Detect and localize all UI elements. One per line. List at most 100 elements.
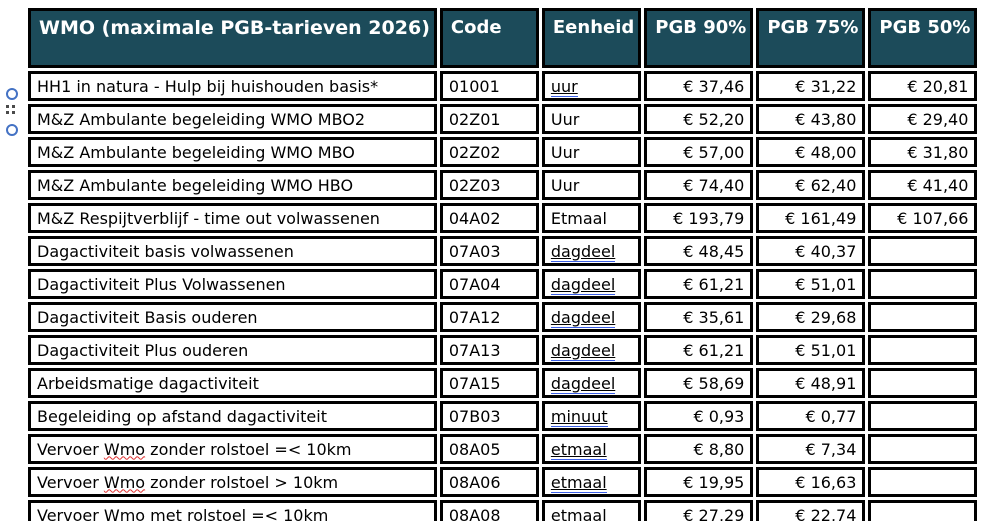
service-cell: Vervoer Wmo met rolstoel =< 10km [28,500,437,521]
unit-label: minuut [550,406,608,428]
pgb90-cell: € 8,80 [644,434,754,464]
unit-cell: Uur [541,104,642,134]
pgb90-cell: € 35,61 [644,302,754,332]
service-cell: Dagactiviteit basis volwassenen [28,236,437,266]
pgb90-cell: € 61,21 [644,335,754,365]
header-pgb75: PGB 75% [756,8,866,68]
spellcheck-marked-word: Wmo [103,505,146,521]
pgb75-cell: € 48,91 [756,368,866,398]
pgb50-cell: € 31,80 [868,137,978,167]
service-cell: Arbeidsmatige dagactiviteit [28,368,437,398]
header-pgb50: PGB 50% [868,8,978,68]
unit-label: dagdeel [550,373,616,395]
table-row: M&Z Respijtverblijf - time out volwassen… [28,203,978,233]
unit-label: Uur [550,175,580,195]
code-cell: 07A03 [439,236,539,266]
unit-cell: dagdeel [541,269,642,299]
pgb50-cell [868,368,978,398]
pgb90-cell: € 58,69 [644,368,754,398]
pgb50-cell [868,236,978,266]
unit-cell: dagdeel [541,335,642,365]
code-cell: 07A15 [439,368,539,398]
table-row: Vervoer Wmo met rolstoel =< 10km 08A08 e… [28,500,978,521]
service-cell: M&Z Respijtverblijf - time out volwassen… [28,203,437,233]
table-row: Arbeidsmatige dagactiviteit 07A15 dagdee… [28,368,978,398]
pgb75-cell: € 7,34 [756,434,866,464]
pgb75-cell: € 43,80 [756,104,866,134]
table-row: HH1 in natura - Hulp bij huishouden basi… [28,71,978,101]
pgb75-cell: € 29,68 [756,302,866,332]
header-title: WMO (maximale PGB-tarieven 2026) [28,8,437,68]
pgb75-cell: € 40,37 [756,236,866,266]
pgb90-cell: € 27,29 [644,500,754,521]
pgb50-cell [868,302,978,332]
code-cell: 02Z01 [439,104,539,134]
unit-cell: minuut [541,401,642,431]
pgb90-cell: € 19,95 [644,467,754,497]
unit-cell: uur [541,71,642,101]
code-cell: 07B03 [439,401,539,431]
unit-label: etmaal [550,439,607,461]
table-row: M&Z Ambulante begeleiding WMO HBO 02Z03 … [28,170,978,200]
service-cell: Begeleiding op afstand dagactiviteit [28,401,437,431]
unit-label: uur [550,76,578,98]
table-row: Dagactiviteit Plus ouderen 07A13 dagdeel… [28,335,978,365]
table-row: Dagactiviteit Plus Volwassenen 07A04 dag… [28,269,978,299]
code-cell: 08A06 [439,467,539,497]
unit-label: Uur [550,142,580,162]
code-cell: 08A05 [439,434,539,464]
code-cell: 08A08 [439,500,539,521]
drag-dots-icon[interactable] [6,105,17,116]
service-cell: M&Z Ambulante begeleiding WMO MBO2 [28,104,437,134]
service-text: Vervoer [37,505,104,521]
pgb50-cell [868,269,978,299]
service-text: Vervoer [37,439,104,459]
unit-cell: Uur [541,137,642,167]
code-cell: 07A04 [439,269,539,299]
table-row: M&Z Ambulante begeleiding WMO MBO 02Z02 … [28,137,978,167]
service-cell: HH1 in natura - Hulp bij huishouden basi… [28,71,437,101]
unit-cell: Uur [541,170,642,200]
unit-label: dagdeel [550,241,616,263]
pgb75-cell: € 22,74 [756,500,866,521]
unit-cell: dagdeel [541,368,642,398]
header-code: Code [439,8,539,68]
table-row: Begeleiding op afstand dagactiviteit 07B… [28,401,978,431]
pgb90-cell: € 0,93 [644,401,754,431]
code-cell: 07A13 [439,335,539,365]
pgb75-cell: € 0,77 [756,401,866,431]
table-row: Dagactiviteit basis volwassenen 07A03 da… [28,236,978,266]
tariff-table: WMO (maximale PGB-tarieven 2026) Code Ee… [25,5,980,521]
pgb90-cell: € 61,21 [644,269,754,299]
service-cell: M&Z Ambulante begeleiding WMO HBO [28,170,437,200]
unit-cell: etmaal [541,434,642,464]
code-cell: 02Z03 [439,170,539,200]
pgb75-cell: € 161,49 [756,203,866,233]
service-text: Vervoer [37,472,104,492]
unit-label: dagdeel [550,340,616,362]
anchor-circle-top-icon[interactable] [6,88,18,100]
anchor-circle-bottom-icon[interactable] [6,124,18,136]
unit-cell: etmaal [541,500,642,521]
pgb75-cell: € 62,40 [756,170,866,200]
pgb75-cell: € 16,63 [756,467,866,497]
table-row: Dagactiviteit Basis ouderen 07A12 dagdee… [28,302,978,332]
pgb90-cell: € 48,45 [644,236,754,266]
unit-label: Etmaal [550,208,607,228]
service-cell: M&Z Ambulante begeleiding WMO MBO [28,137,437,167]
table-row: Vervoer Wmo zonder rolstoel > 10km 08A06… [28,467,978,497]
pgb75-cell: € 31,22 [756,71,866,101]
pgb90-cell: € 57,00 [644,137,754,167]
service-cell: Dagactiviteit Basis ouderen [28,302,437,332]
pgb50-cell [868,500,978,521]
pgb90-cell: € 74,40 [644,170,754,200]
unit-cell: etmaal [541,467,642,497]
table-row: M&Z Ambulante begeleiding WMO MBO2 02Z01… [28,104,978,134]
pgb90-cell: € 37,46 [644,71,754,101]
unit-cell: Etmaal [541,203,642,233]
code-cell: 02Z02 [439,137,539,167]
unit-label: dagdeel [550,307,616,329]
unit-label: etmaal [550,472,607,494]
header-pgb90: PGB 90% [644,8,754,68]
pgb50-cell [868,401,978,431]
